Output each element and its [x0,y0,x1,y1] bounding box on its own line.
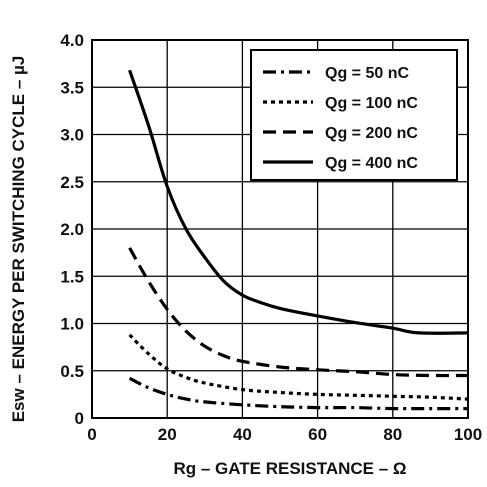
x-tick-label: 60 [308,425,327,444]
y-tick-label: 2.0 [60,220,84,239]
y-tick-label: 4.0 [60,31,84,50]
y-tick-label: 0.5 [60,362,84,381]
legend-label: Qg = 50 nC [325,65,409,82]
y-tick-label: 2.5 [60,173,84,192]
y-tick-label: 0 [75,409,84,428]
y-tick-label: 3.5 [60,78,84,97]
plot-frame [91,39,469,419]
x-tick-label: 100 [454,425,482,444]
x-axis-title: Rg – GATE RESISTANCE – Ω [173,459,406,478]
x-tick-label: 20 [158,425,177,444]
y-tick-label: 1.0 [60,315,84,334]
legend: Qg = 50 nC Qg = 100 nC Qg = 200 nC Qg = 400… [250,49,458,181]
series-line-2 [128,333,469,401]
x-tick-label: 80 [383,425,402,444]
x-tick-label: 40 [233,425,252,444]
y-axis-title: Esw – ENERGY PER SWITCHING CYCLE – µJ [9,56,28,423]
series-line-3 [128,247,469,378]
series-line-1 [128,376,468,411]
legend-label: Qg = 200 nC [325,125,418,142]
y-tick-label: 1.5 [60,267,84,286]
ticks: 0 20 40 60 80 100 0 0.5 1.0 1.5 2.0 2.5 3.0 3.5 4.0 [60,31,482,444]
x-tick-label: 0 [87,425,96,444]
y-tick-label: 3.0 [60,126,84,145]
legend-label: Qg = 100 nC [325,95,418,112]
legend-label: Qg = 400 nC [325,155,418,172]
legend-box [250,49,458,181]
series-line-4 [128,69,469,335]
series-layer [128,69,469,411]
